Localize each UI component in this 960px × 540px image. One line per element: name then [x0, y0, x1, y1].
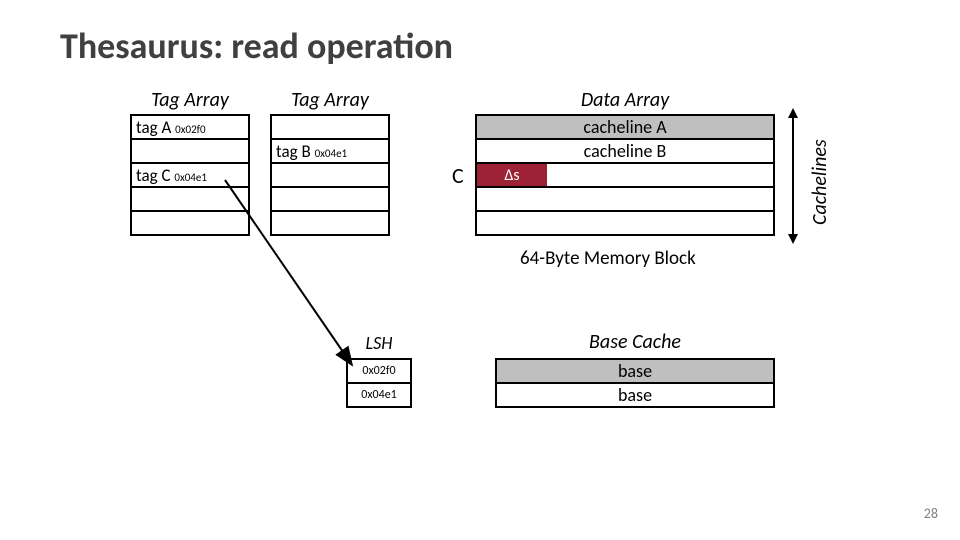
cacheline-a-label: cacheline A [583, 116, 666, 138]
data-c-label: C [452, 162, 464, 189]
data-array-label: Data Array [475, 88, 775, 112]
base-row-0: base [496, 359, 774, 383]
tag-c-label: tag C [136, 165, 171, 186]
base-row-1: base [496, 383, 774, 407]
tag-array-1-label: Tag Array [130, 88, 250, 112]
tag-array-2-label: Tag Array [270, 88, 390, 112]
lsh-table: 0x02f0 0x04e1 [346, 358, 412, 408]
bracket-arrow-down-icon [788, 234, 798, 244]
delta-block: Δs [477, 164, 547, 186]
lsh-label: LSH [346, 332, 412, 354]
lsh-row-1: 0x04e1 [347, 383, 411, 407]
tag-a-val: 0x02f0 [175, 123, 205, 136]
slide-title: Thesaurus: read operation [60, 24, 453, 68]
base-cache-table: base base [495, 358, 775, 408]
mem-block-label: 64-Byte Memory Block [520, 247, 696, 270]
lsh-row-0: 0x02f0 [347, 359, 411, 383]
tag-array-1: tag A 0x02f0 tag C 0x04e1 [130, 114, 250, 236]
bracket-arrow-up-icon [788, 108, 798, 118]
tag-b-label: tag B [276, 141, 311, 162]
page-number: 28 [924, 505, 938, 522]
base-cache-label: Base Cache [495, 330, 775, 354]
tag-c-val: 0x04e1 [174, 171, 207, 184]
arrow-tagc-to-lsh [0, 0, 960, 540]
cachelines-bracket [792, 116, 794, 236]
tag-b-val: 0x04e1 [315, 147, 348, 160]
tag-array-2: tag B 0x04e1 [270, 114, 390, 236]
tag-a-label: tag A [136, 117, 171, 138]
cacheline-b-label: cacheline B [584, 140, 667, 162]
data-array: cacheline A cacheline B Δs [475, 114, 775, 236]
cachelines-label: Cachelines [808, 139, 832, 225]
